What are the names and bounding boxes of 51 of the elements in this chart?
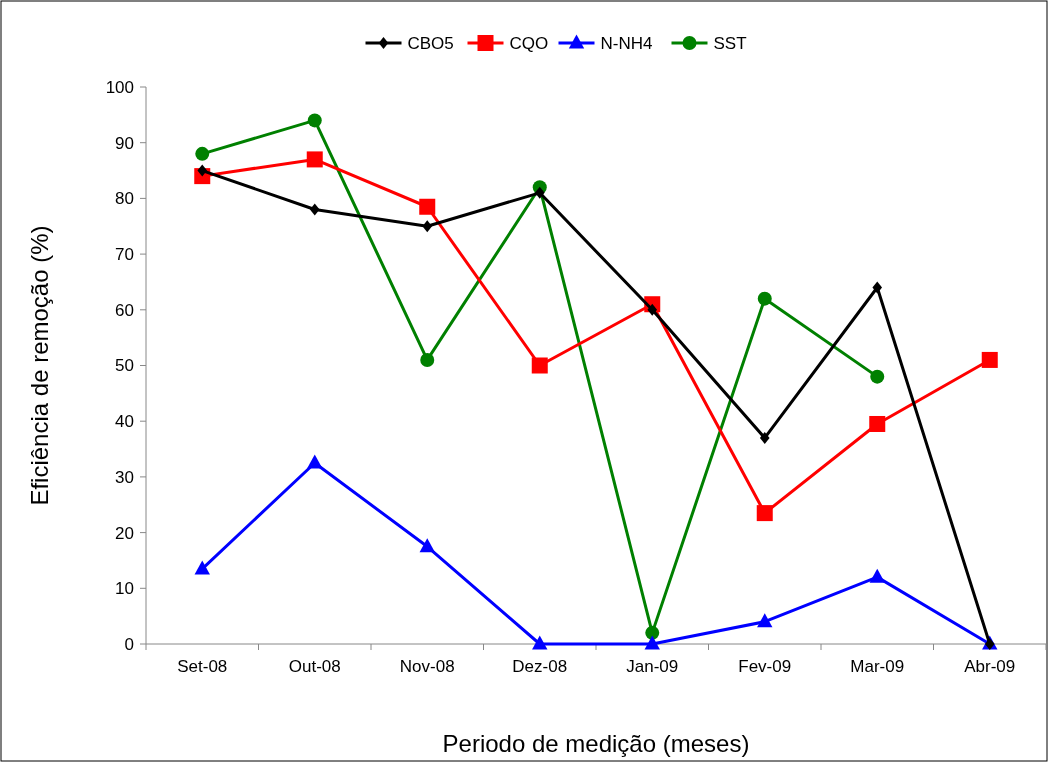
x-tick-label: Nov-08 [399, 657, 455, 676]
x-tick-label: Out-08 [288, 657, 341, 676]
point [309, 203, 320, 216]
point [422, 220, 433, 233]
point [197, 164, 208, 177]
point [759, 431, 770, 444]
y-tick-label: 100 [105, 77, 134, 97]
point [756, 505, 773, 522]
point [647, 303, 658, 316]
y-axis-title: Eficiência de remoção (%) [26, 225, 53, 506]
point [872, 281, 883, 294]
x-tick-label: Abr-09 [964, 657, 1016, 676]
point [307, 454, 323, 469]
point [194, 560, 210, 575]
y-tick-label: 60 [115, 300, 134, 320]
x-tick-label: Dez-08 [512, 657, 568, 676]
x-tick-label: Mar-09 [850, 657, 905, 676]
legend-label: SST [713, 33, 747, 53]
x-tick-label: Set-08 [177, 657, 228, 676]
x-axis-title: Periodo de medição (meses) [442, 730, 750, 757]
y-tick-label: 0 [124, 634, 134, 654]
point [757, 613, 773, 628]
legend-label: CBO5 [407, 33, 454, 53]
legend-label: CQO [509, 33, 549, 53]
y-tick-label: 50 [115, 356, 134, 376]
legend-label: N-NH4 [600, 33, 653, 53]
y-tick-label: 10 [115, 579, 134, 599]
point [534, 186, 545, 199]
point [981, 351, 998, 368]
x-tick-label: Jan-09 [626, 657, 679, 676]
point [870, 369, 885, 384]
point [419, 538, 435, 553]
point [420, 352, 435, 367]
point [869, 415, 886, 432]
point [195, 146, 210, 161]
y-tick-label: 90 [115, 133, 134, 153]
point [307, 113, 322, 128]
y-tick-label: 40 [115, 412, 134, 432]
point [869, 568, 885, 583]
point [757, 291, 772, 306]
point [532, 635, 548, 650]
point [306, 151, 323, 168]
point [531, 357, 548, 374]
x-tick-label: Fev-09 [738, 657, 792, 676]
point [645, 625, 660, 640]
y-tick-label: 70 [115, 245, 134, 265]
y-tick-label: 20 [115, 523, 134, 543]
point [419, 198, 436, 215]
y-tick-label: 30 [115, 467, 134, 487]
point [644, 635, 660, 650]
y-tick-label: 80 [115, 189, 134, 209]
